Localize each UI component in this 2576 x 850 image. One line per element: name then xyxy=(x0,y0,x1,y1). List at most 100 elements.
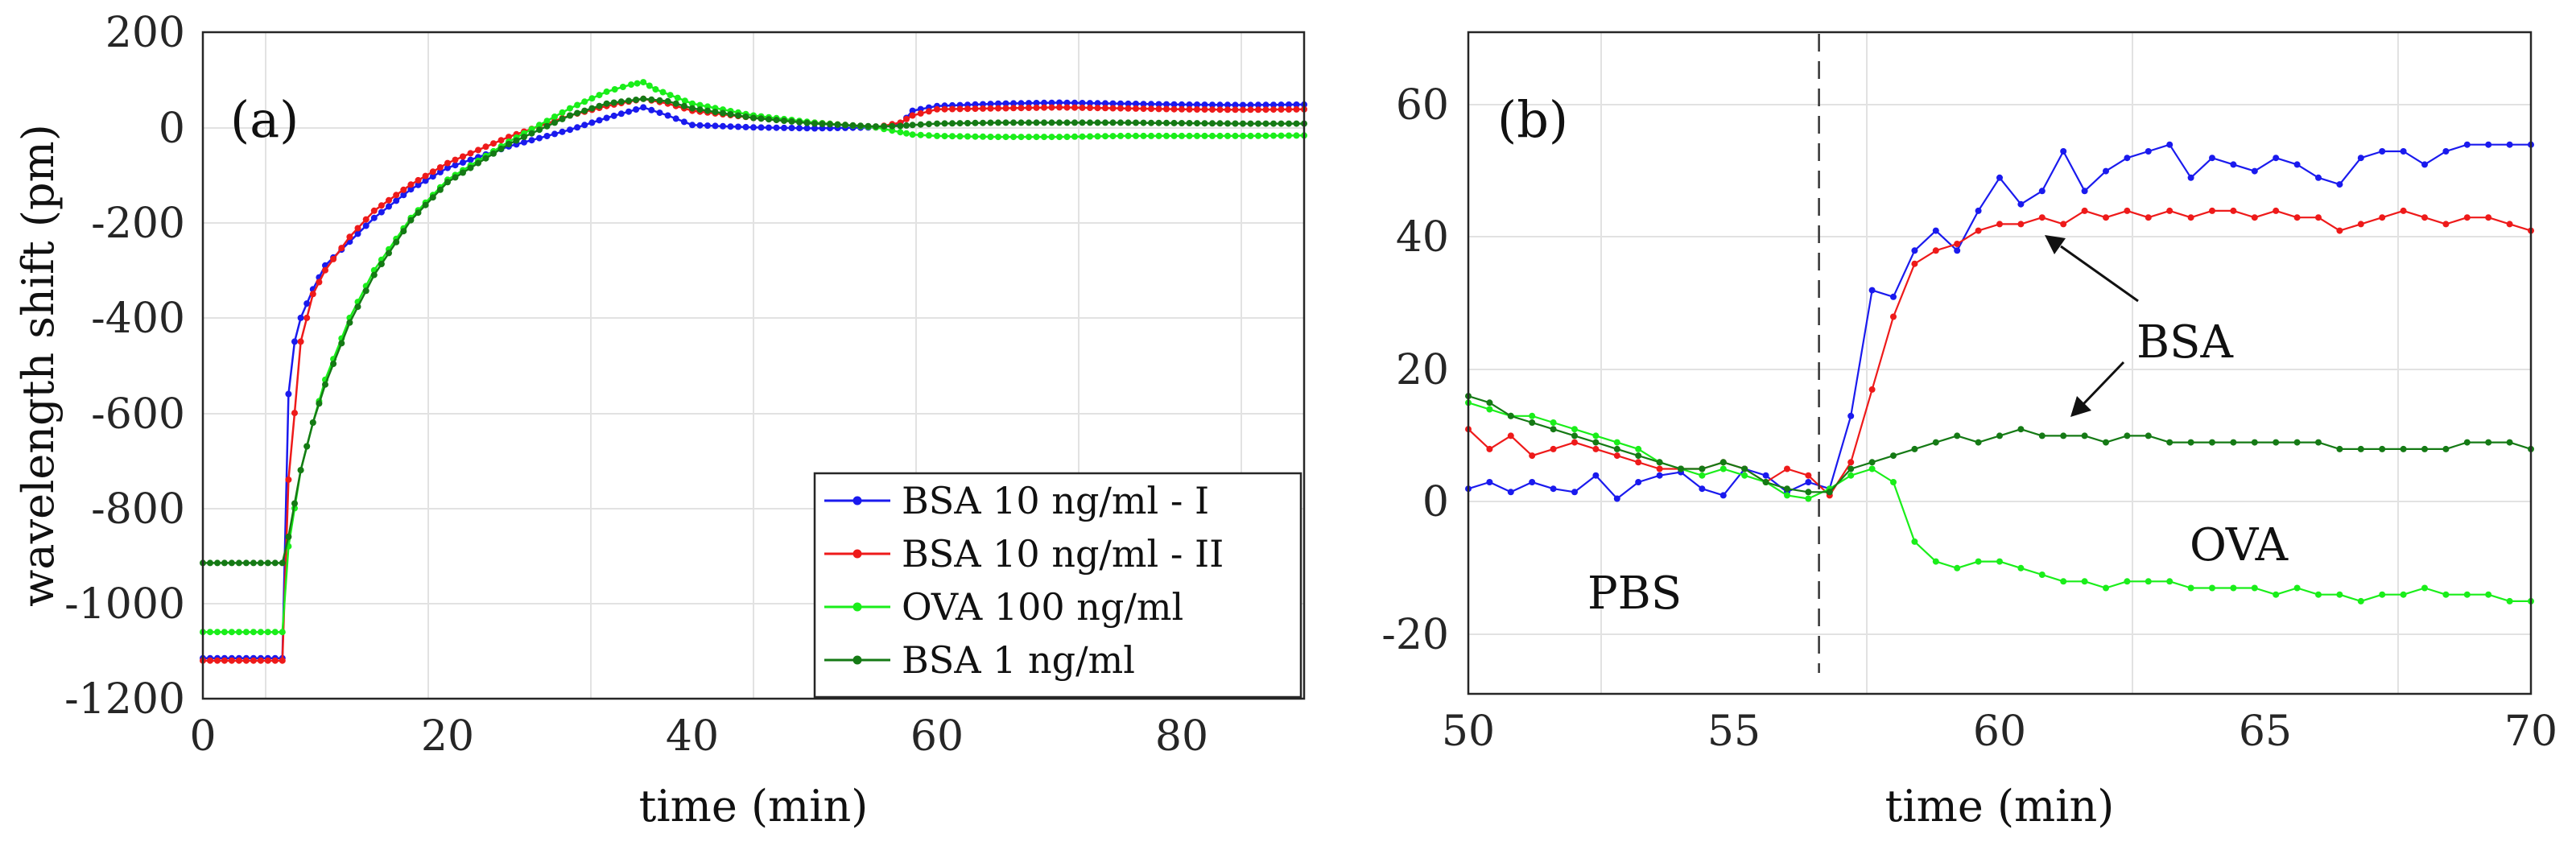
data-point-ova-100-ng-ml xyxy=(2103,584,2109,592)
data-point-bsa-10-ng-ml-ii xyxy=(1201,106,1208,113)
data-point-bsa-1-ng-ml xyxy=(1148,119,1154,126)
data-point-bsa-10-ng-ml-ii xyxy=(917,109,924,117)
data-point-bsa-1-ng-ml xyxy=(1026,119,1032,126)
data-point-bsa-10-ng-ml-ii xyxy=(2273,207,2280,214)
data-point-bsa-10-ng-ml-ii xyxy=(1026,105,1032,111)
data-point-bsa-10-ng-ml-i xyxy=(1286,101,1292,108)
data-point-ova-100-ng-ml xyxy=(1529,412,1536,419)
legend-swatch-marker xyxy=(852,602,862,612)
data-point-ova-100-ng-ml xyxy=(567,105,573,112)
data-point-ova-100-ng-ml xyxy=(1209,132,1216,139)
data-point-ova-100-ng-ml xyxy=(941,133,948,140)
data-point-bsa-1-ng-ml xyxy=(242,559,250,567)
data-point-ova-100-ng-ml xyxy=(2315,591,2322,598)
data-point-ova-100-ng-ml xyxy=(903,130,910,137)
data-point-bsa-10-ng-ml-ii xyxy=(1102,105,1108,112)
panel-a-ytick: -200 xyxy=(91,200,185,248)
data-point-bsa-10-ng-ml-i xyxy=(303,300,311,307)
panel-a-xtick: 60 xyxy=(910,712,964,761)
data-point-bsa-1-ng-ml xyxy=(2230,439,2237,446)
legend: BSA 10 ng/ml - I BSA 10 ng/ml - II OVA 1… xyxy=(813,472,1302,699)
data-point-ova-100-ng-ml xyxy=(536,122,543,129)
data-point-bsa-1-ng-ml xyxy=(881,122,888,130)
data-point-bsa-10-ng-ml-ii xyxy=(422,172,429,179)
data-point-bsa-10-ng-ml-i xyxy=(1262,101,1269,109)
data-point-bsa-10-ng-ml-ii xyxy=(1996,221,2003,228)
data-point-ova-100-ng-ml xyxy=(2379,591,2386,598)
data-point-ova-100-ng-ml xyxy=(1911,538,1918,545)
data-point-bsa-10-ng-ml-ii xyxy=(330,255,337,262)
panel-b-axes-frame xyxy=(1467,31,2533,695)
data-point-ova-100-ng-ml xyxy=(1002,134,1009,141)
data-point-bsa-10-ng-ml-i xyxy=(680,118,687,126)
data-point-bsa-10-ng-ml-ii xyxy=(1018,105,1025,112)
data-point-bsa-1-ng-ml xyxy=(934,120,940,127)
data-point-bsa-10-ng-ml-ii xyxy=(1247,106,1254,113)
panel-a-x-axis-label: time (min) xyxy=(639,781,869,831)
data-point-bsa-10-ng-ml-i xyxy=(766,124,772,131)
data-point-bsa-10-ng-ml-i xyxy=(362,222,369,229)
data-point-bsa-1-ng-ml xyxy=(2442,445,2450,452)
data-point-ova-100-ng-ml xyxy=(1087,133,1093,140)
legend-label: BSA 10 ng/ml - I xyxy=(902,479,1209,522)
data-point-bsa-10-ng-ml-i xyxy=(720,122,726,130)
data-point-bsa-10-ng-ml-i xyxy=(2442,148,2450,155)
panel-b: 60 40 20 0 -20 50 55 60 65 70 time (min)… xyxy=(1381,31,2557,831)
data-point-bsa-10-ng-ml-i xyxy=(2357,155,2364,162)
data-point-bsa-1-ng-ml xyxy=(827,121,833,128)
data-point-bsa-1-ng-ml xyxy=(633,97,640,103)
data-point-bsa-10-ng-ml-ii xyxy=(1133,105,1139,112)
data-point-ova-100-ng-ml xyxy=(1847,472,1855,479)
data-point-ova-100-ng-ml xyxy=(1102,133,1108,140)
data-point-bsa-1-ng-ml xyxy=(264,559,271,567)
data-point-ova-100-ng-ml xyxy=(1247,132,1254,139)
data-point-bsa-10-ng-ml-i xyxy=(633,106,640,113)
data-point-bsa-10-ng-ml-ii xyxy=(322,266,328,274)
data-point-ova-100-ng-ml xyxy=(934,132,940,139)
data-point-bsa-10-ng-ml-ii xyxy=(2038,214,2046,221)
data-point-bsa-1-ng-ml xyxy=(811,120,818,127)
panel-a-xtick: 40 xyxy=(666,712,719,761)
data-point-bsa-10-ng-ml-ii xyxy=(903,115,910,122)
data-point-bsa-1-ng-ml xyxy=(559,115,566,122)
data-point-ova-100-ng-ml xyxy=(2187,584,2194,592)
data-point-bsa-1-ng-ml xyxy=(574,109,581,117)
data-point-bsa-10-ng-ml-i xyxy=(1209,101,1216,109)
data-point-bsa-10-ng-ml-ii xyxy=(386,196,392,204)
data-point-bsa-10-ng-ml-ii xyxy=(257,657,264,664)
data-point-bsa-10-ng-ml-ii xyxy=(1932,247,1939,254)
data-point-bsa-1-ng-ml xyxy=(228,559,235,567)
data-point-bsa-10-ng-ml-ii xyxy=(964,105,971,113)
data-point-bsa-10-ng-ml-i xyxy=(750,124,757,131)
data-point-ova-100-ng-ml xyxy=(1026,134,1032,141)
data-point-bsa-10-ng-ml-i xyxy=(536,134,543,142)
data-point-bsa-10-ng-ml-i xyxy=(2293,161,2301,168)
data-point-bsa-1-ng-ml xyxy=(2379,445,2386,452)
panel-a: 200 0 -200 -400 -600 -800 -1000 -1200 0 … xyxy=(13,9,1307,831)
data-point-bsa-1-ng-ml xyxy=(1163,119,1170,126)
data-point-bsa-1-ng-ml xyxy=(588,105,596,112)
data-point-bsa-10-ng-ml-ii xyxy=(1507,432,1514,439)
data-point-ova-100-ng-ml xyxy=(2251,584,2258,592)
data-point-bsa-1-ng-ml xyxy=(346,319,353,326)
data-point-bsa-10-ng-ml-ii xyxy=(1954,241,1961,247)
data-point-bsa-1-ng-ml xyxy=(758,115,765,122)
data-point-bsa-1-ng-ml xyxy=(857,122,864,130)
data-point-bsa-10-ng-ml-ii xyxy=(1270,106,1277,113)
data-point-ova-100-ng-ml xyxy=(588,95,596,102)
data-point-bsa-10-ng-ml-ii xyxy=(2230,207,2237,214)
data-point-bsa-1-ng-ml xyxy=(720,109,726,117)
data-point-bsa-10-ng-ml-ii xyxy=(1155,105,1162,113)
data-point-bsa-10-ng-ml-i xyxy=(1613,495,1620,502)
data-point-ova-100-ng-ml xyxy=(221,629,228,636)
data-point-bsa-10-ng-ml-ii xyxy=(909,112,916,119)
data-point-bsa-1-ng-ml xyxy=(1140,119,1147,126)
data-point-bsa-10-ng-ml-i xyxy=(781,124,787,131)
panel-a-ytick: -600 xyxy=(91,390,185,439)
data-point-bsa-10-ng-ml-i xyxy=(735,123,741,130)
data-point-bsa-1-ng-ml xyxy=(1247,120,1254,127)
data-point-bsa-1-ng-ml xyxy=(941,120,948,127)
data-point-bsa-1-ng-ml xyxy=(712,109,719,116)
data-point-bsa-1-ng-ml xyxy=(664,97,671,105)
data-point-bsa-1-ng-ml xyxy=(917,121,924,128)
